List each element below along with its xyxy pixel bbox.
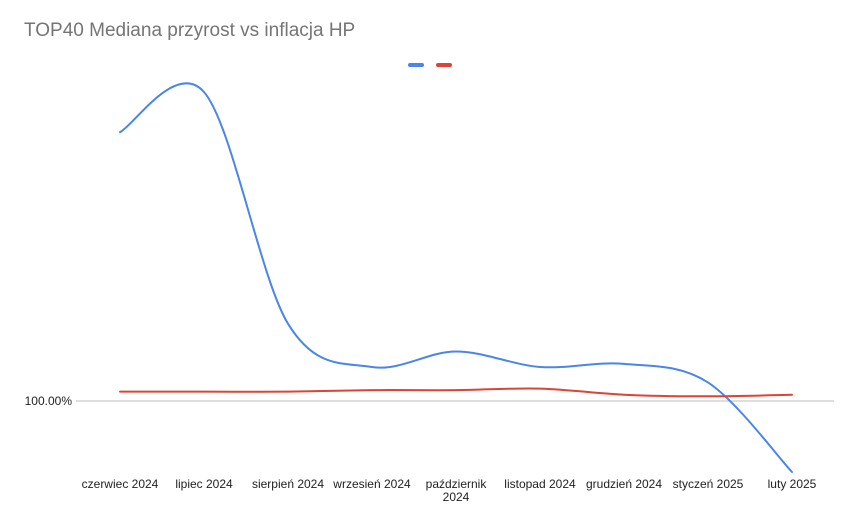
x-tick-label: czerwiec 2024 bbox=[82, 477, 159, 491]
series-group bbox=[119, 82, 793, 473]
x-tick-label: grudzień 2024 bbox=[586, 477, 662, 491]
series-line-1 bbox=[119, 82, 793, 473]
y-tick-label: 100.00% bbox=[25, 394, 73, 408]
x-axis-ticks: czerwiec 2024 lipiec 2024 sierpień 2024 wrz… bbox=[82, 477, 817, 504]
x-tick-label: październik 2024 bbox=[426, 477, 488, 504]
x-tick-label: listopad 2024 bbox=[504, 477, 576, 491]
x-tick-label: luty 2025 bbox=[768, 477, 817, 491]
x-tick-label: sierpień 2024 bbox=[252, 477, 324, 491]
x-tick-label: styczeń 2025 bbox=[673, 477, 744, 491]
series-line-2 bbox=[119, 387, 793, 398]
chart-title: TOP40 Mediana przyrost vs inflacja HP bbox=[24, 20, 356, 41]
x-tick-label: wrzesień 2024 bbox=[332, 477, 411, 491]
y-axis-ticks: 100.00% bbox=[25, 394, 73, 408]
x-tick-label: lipiec 2024 bbox=[175, 477, 233, 491]
